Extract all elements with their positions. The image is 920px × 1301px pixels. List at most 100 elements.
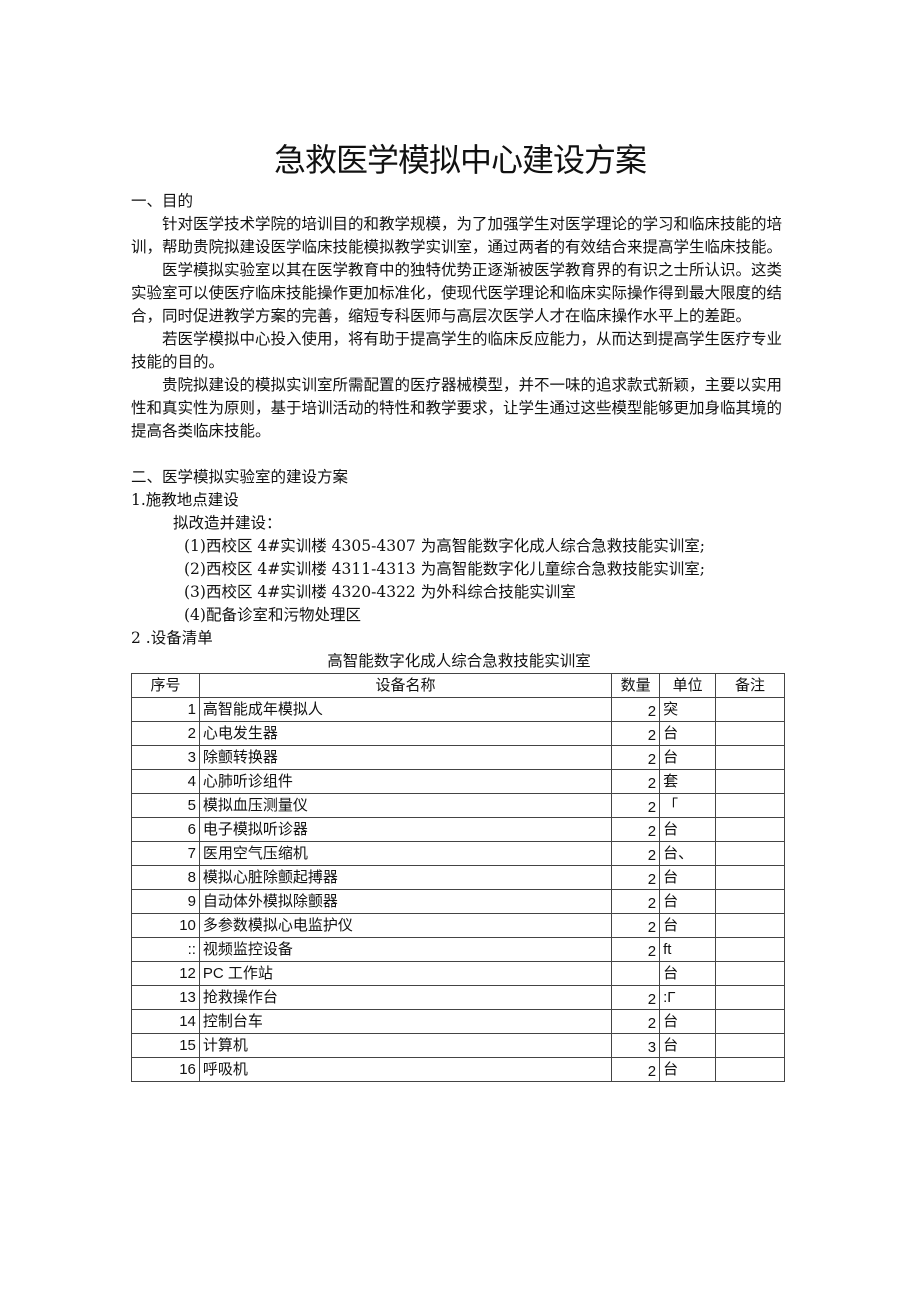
remarks — [715, 697, 785, 722]
table-row: 16 呼吸机 2 台 — [131, 1057, 785, 1082]
row-number: 4 — [131, 769, 200, 794]
table-row: 9 自动体外模拟除颤器 2 台 — [131, 889, 785, 914]
quantity: 2 — [611, 769, 661, 794]
paragraph: 若医学模拟中心投入使用，将有助于提高学生的临床反应能力，从而达到提高学生医疗专业… — [131, 330, 783, 371]
equipment-name: 抢救操作台 — [198, 985, 613, 1010]
row-number: 16 — [131, 1057, 200, 1082]
table-row: 3 除颤转换器 2 台 — [131, 745, 785, 770]
row-number: 1 — [131, 697, 200, 722]
table-row: 1 高智能成年模拟人 2 突 — [131, 697, 785, 722]
remarks — [715, 985, 785, 1010]
equipment-name: 电子模拟听诊器 — [198, 817, 613, 842]
subsection-heading: 2 .设备清单 — [131, 629, 213, 647]
equipment-name: 多参数模拟心电监护仪 — [198, 913, 613, 938]
list-item: (3)西校区 4#实训楼 4320-4322 为外科综合技能实训室 — [184, 583, 576, 601]
header-cell: 设备名称 — [198, 673, 613, 698]
unit: 台 — [659, 745, 717, 770]
quantity — [611, 961, 661, 986]
remarks — [715, 745, 785, 770]
row-number: 15 — [131, 1033, 200, 1058]
quantity: 2 — [611, 841, 661, 866]
equipment-name: 视频监控设备 — [198, 937, 613, 962]
unit: 台 — [659, 721, 717, 746]
unit: 台 — [659, 913, 717, 938]
row-number: 6 — [131, 817, 200, 842]
remarks — [715, 865, 785, 890]
unit: 台、 — [659, 841, 717, 866]
table-row: 7 医用空气压缩机 2 台、 — [131, 841, 785, 866]
equipment-name: 心肺听诊组件 — [198, 769, 613, 794]
unit: 台 — [659, 1009, 717, 1034]
equipment-name: 模拟血压测量仪 — [198, 793, 613, 818]
equipment-name: 医用空气压缩机 — [198, 841, 613, 866]
equipment-name: 心电发生器 — [198, 721, 613, 746]
table-caption: 高智能数字化成人综合急救技能实训室 — [327, 652, 591, 670]
equipment-name: 高智能成年模拟人 — [198, 697, 613, 722]
unit: 台 — [659, 817, 717, 842]
remarks — [715, 793, 785, 818]
table-row: :: 视频监控设备 2 ft — [131, 937, 785, 962]
header-cell: 序号 — [131, 673, 200, 698]
unit: 台 — [659, 889, 717, 914]
remarks — [715, 817, 785, 842]
unit: 台 — [659, 961, 717, 986]
remarks — [715, 961, 785, 986]
table-row: 8 模拟心脏除颤起搏器 2 台 — [131, 865, 785, 890]
paragraph: 针对医学技术学院的培训目的和教学规模，为了加强学生对医学理论的学习和临床技能的培… — [131, 215, 783, 256]
quantity: 2 — [611, 721, 661, 746]
quantity: 2 — [611, 793, 661, 818]
quantity: 3 — [611, 1033, 661, 1058]
table-row: 15 计算机 3 台 — [131, 1033, 785, 1058]
quantity: 2 — [611, 937, 661, 962]
unit: 套 — [659, 769, 717, 794]
quantity: 2 — [611, 985, 661, 1010]
unit: :Γ — [659, 985, 717, 1010]
row-number: 10 — [131, 913, 200, 938]
list-item: (2)西校区 4#实训楼 4311-4313 为高智能数字化儿童综合急救技能实训… — [184, 560, 705, 578]
unit: ft — [659, 937, 717, 962]
remarks — [715, 937, 785, 962]
header-cell: 备注 — [715, 673, 785, 698]
remarks — [715, 769, 785, 794]
document-body: 一、目的 针对医学技术学院的培训目的和教学规模，为了加强学生对医学理论的学习和临… — [131, 190, 787, 1082]
unit: 台 — [659, 1057, 717, 1082]
remarks — [715, 1009, 785, 1034]
row-number: 12 — [131, 961, 200, 986]
unit: 台 — [659, 1033, 717, 1058]
quantity: 2 — [611, 1009, 661, 1034]
table-row: 14 控制台车 2 台 — [131, 1009, 785, 1034]
equipment-name: 自动体外模拟除颤器 — [198, 889, 613, 914]
row-number: 2 — [131, 721, 200, 746]
equipment-name: 除颤转换器 — [198, 745, 613, 770]
remarks — [715, 913, 785, 938]
table-row: 4 心肺听诊组件 2 套 — [131, 769, 785, 794]
table-header-row: 序号 设备名称 数量 单位 备注 — [131, 673, 785, 698]
equipment-name: PC 工作站 — [198, 961, 613, 986]
table-row: 12 PC 工作站 台 — [131, 961, 785, 986]
header-cell: 数量 — [611, 673, 661, 698]
table-row: 5 模拟血压测量仪 2 「 — [131, 793, 785, 818]
row-number: 14 — [131, 1009, 200, 1034]
equipment-name: 模拟心脏除颤起搏器 — [198, 865, 613, 890]
remarks — [715, 889, 785, 914]
row-number: 5 — [131, 793, 200, 818]
remarks — [715, 841, 785, 866]
remarks — [715, 721, 785, 746]
header-cell: 单位 — [659, 673, 717, 698]
list-item: (1)西校区 4#实训楼 4305-4307 为高智能数字化成人综合急救技能实训… — [184, 537, 705, 555]
quantity: 2 — [611, 865, 661, 890]
remarks — [715, 1057, 785, 1082]
row-number: 9 — [131, 889, 200, 914]
unit: 「 — [659, 793, 717, 818]
quantity: 2 — [611, 817, 661, 842]
intro-text: 拟改造并建设： — [173, 514, 282, 532]
quantity: 2 — [611, 745, 661, 770]
quantity: 2 — [611, 697, 661, 722]
row-number: 13 — [131, 985, 200, 1010]
table-row: 6 电子模拟听诊器 2 台 — [131, 817, 785, 842]
list-item: (4)配备诊室和污物处理区 — [184, 606, 361, 624]
remarks — [715, 1033, 785, 1058]
row-number: 3 — [131, 745, 200, 770]
paragraph: 贵院拟建设的模拟实训室所需配置的医疗器械模型，并不一味的追求款式新颖，主要以实用… — [131, 376, 783, 440]
